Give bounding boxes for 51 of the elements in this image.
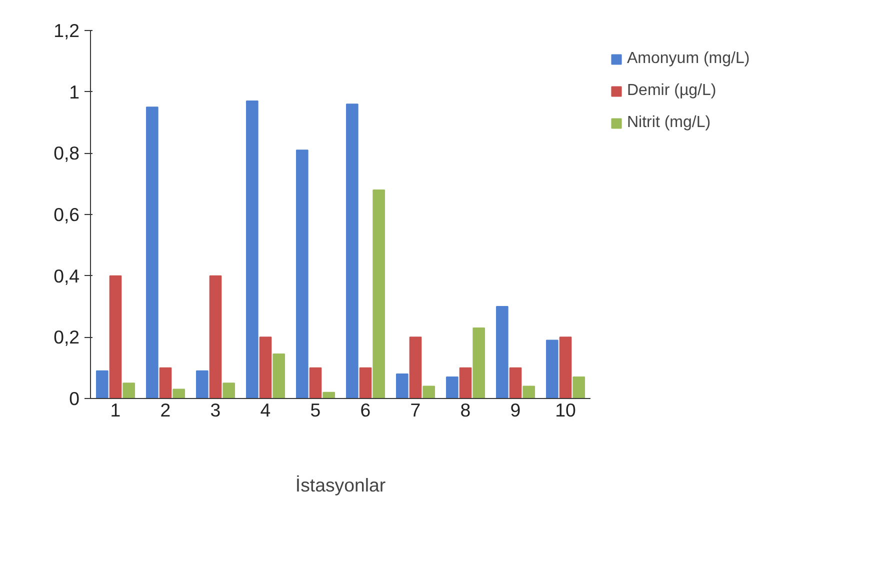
- x-tick-label: 2: [160, 400, 171, 420]
- bar: [246, 100, 258, 398]
- y-tick-label: 0,4: [54, 265, 80, 286]
- bar: [272, 354, 285, 398]
- bar: [572, 376, 585, 398]
- bar: [209, 275, 222, 398]
- y-tick-label: 0,8: [54, 142, 80, 164]
- bar: [322, 392, 335, 398]
- bar: [159, 367, 172, 398]
- bar: [422, 386, 435, 398]
- x-tick-label: 9: [510, 400, 521, 420]
- bar: [409, 336, 422, 398]
- legend-label: Demir (µg/L): [627, 82, 716, 100]
- y-tick-label: 0,6: [54, 204, 80, 225]
- x-tick-label: 7: [410, 400, 421, 420]
- bar: [122, 382, 135, 398]
- bar: [396, 373, 408, 398]
- bar: [222, 382, 235, 398]
- x-tick-label: 3: [210, 400, 221, 420]
- bar: [546, 340, 558, 398]
- legend-label: Nitrit (mg/L): [627, 114, 711, 132]
- bar: [359, 367, 372, 398]
- y-tick-label: 1,2: [54, 20, 80, 41]
- bar: [296, 150, 308, 398]
- x-tick-label: 4: [260, 400, 271, 420]
- x-tick-label: 6: [360, 400, 371, 420]
- bar: [496, 306, 508, 398]
- bar: [446, 376, 458, 398]
- bar: [522, 386, 535, 398]
- bar: [372, 189, 385, 398]
- bar: [559, 336, 572, 398]
- bar: [196, 370, 208, 398]
- bar: [459, 367, 472, 398]
- x-tick-label: 10: [555, 400, 576, 420]
- bar: [509, 367, 522, 398]
- bar: [259, 336, 272, 398]
- legend-label: Amonyum (mg/L): [627, 50, 750, 68]
- bar: [146, 106, 158, 398]
- x-tick-label: 5: [310, 400, 321, 420]
- bar: [472, 327, 485, 398]
- y-tick-label: 0,2: [54, 326, 80, 348]
- y-tick-label: 0: [69, 388, 80, 409]
- bar: [109, 275, 122, 398]
- bar: [346, 104, 358, 398]
- x-axis-title: İstasyonlar: [295, 474, 386, 496]
- bar: [172, 388, 185, 398]
- bar: [309, 367, 322, 398]
- bar: [96, 370, 108, 398]
- x-tick-label: 8: [460, 400, 471, 420]
- y-tick-label: 1: [69, 81, 80, 102]
- x-tick-label: 1: [110, 400, 121, 420]
